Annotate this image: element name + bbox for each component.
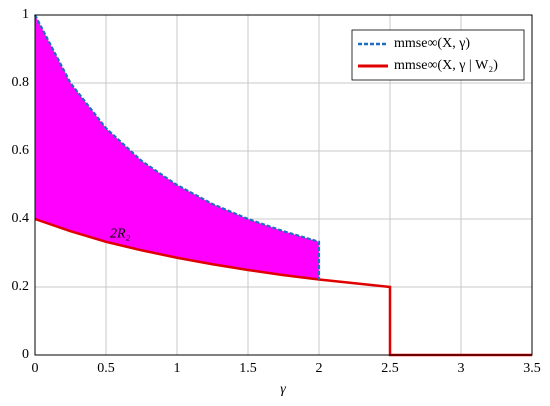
y-tick-label: 0.4 xyxy=(12,211,30,226)
x-tick-label: 1.5 xyxy=(239,361,257,376)
x-tick-label: 2 xyxy=(316,361,323,376)
legend-box xyxy=(351,29,525,81)
plot-frame xyxy=(34,14,533,356)
series-line xyxy=(34,217,532,357)
x-tick-label: 0 xyxy=(32,361,39,376)
y-tick-label: 0.2 xyxy=(12,279,30,294)
x-tick-label: 2.5 xyxy=(381,361,399,376)
x-tick-label: 0.5 xyxy=(97,361,115,376)
y-tick-label: 0 xyxy=(22,347,29,362)
x-tick-label: 1 xyxy=(174,361,181,376)
x-tick-label: 3.5 xyxy=(523,361,541,376)
area-between xyxy=(35,15,319,280)
y-tick-label: 0.8 xyxy=(12,75,30,90)
annotation: 2R₂ xyxy=(110,227,131,242)
y-tick-label: 1 xyxy=(22,7,29,22)
series-line xyxy=(34,14,321,280)
x-axis-label: γ xyxy=(280,382,286,397)
y-tick-label: 0.6 xyxy=(12,143,30,158)
legend-label: mmse∞(X, γ) xyxy=(394,36,470,51)
legend-label: mmse∞(X, γ | W₂) xyxy=(394,58,498,73)
x-tick-label: 3 xyxy=(458,361,465,376)
